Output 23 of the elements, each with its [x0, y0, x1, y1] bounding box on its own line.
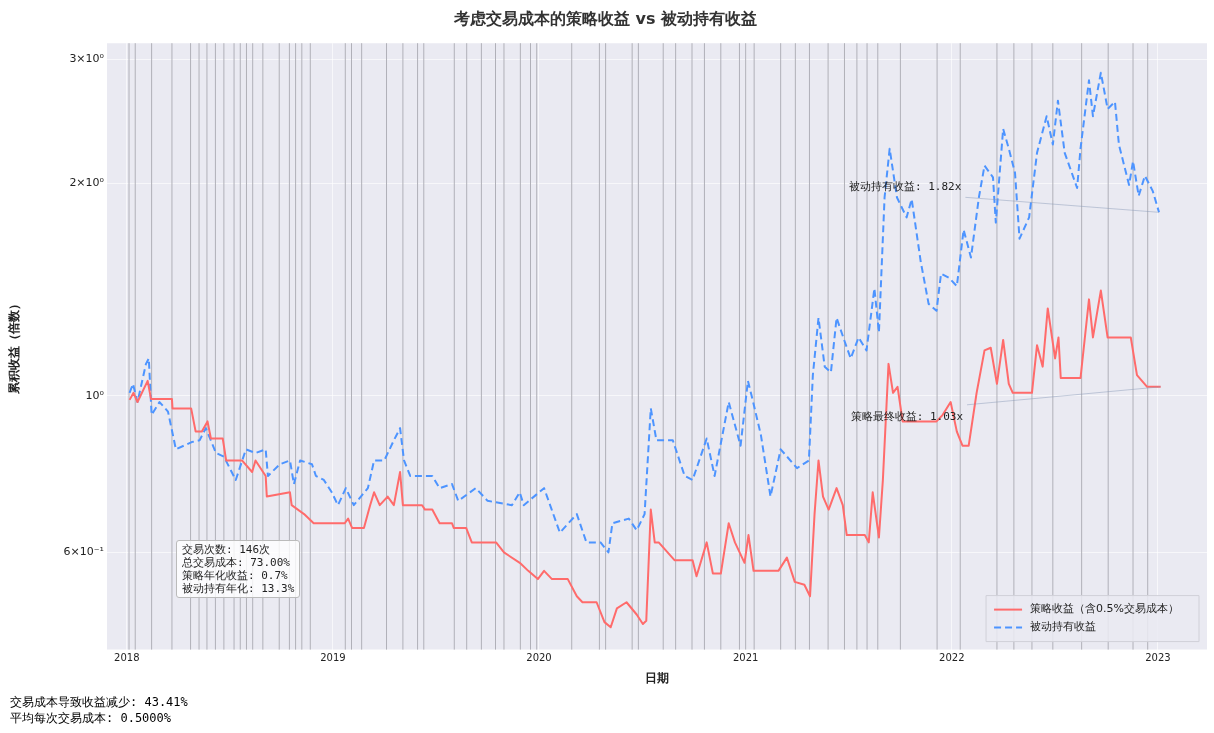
- x-tick-label: 2019: [320, 652, 346, 664]
- x-tick-label: 2020: [526, 652, 552, 664]
- y-axis-title: 累积收益（倍数）: [7, 298, 22, 396]
- x-axis-title: 日期: [645, 670, 669, 685]
- legend-label: 被动持有收益: [1030, 620, 1097, 634]
- text: 平均每次交易成本: 0.5000%: [10, 710, 173, 726]
- y-tick-label: 6×10⁻¹: [63, 545, 104, 559]
- annotation: 策略年化收益: 0.7%: [182, 569, 289, 582]
- y-tick-label: 3×10⁰: [69, 51, 105, 65]
- chart-title: 考虑交易成本的策略收益 vs 被动持有收益: [452, 8, 758, 28]
- x-tick-label: 2022: [939, 652, 965, 664]
- annotation: 被动持有收益: 1.82x: [849, 180, 962, 194]
- y-tick-label: 10⁰: [85, 388, 105, 402]
- y-tick-label: 2×10⁰: [69, 176, 105, 190]
- x-tick-label: 2021: [732, 652, 759, 664]
- text: 交易成本导致收益减少: 43.41%: [10, 694, 189, 710]
- x-tick-label: 2018: [114, 652, 140, 664]
- legend-label: 策略收益（含0.5%交易成本）: [1030, 602, 1180, 616]
- x-tick-label: 2023: [1145, 652, 1171, 664]
- annotation: 总交易成本: 73.00%: [182, 556, 291, 569]
- annotation: 交易次数: 146次: [182, 543, 272, 556]
- line-series: [128, 71, 1160, 554]
- annotation: 被动持有年化: 13.3%: [182, 582, 295, 595]
